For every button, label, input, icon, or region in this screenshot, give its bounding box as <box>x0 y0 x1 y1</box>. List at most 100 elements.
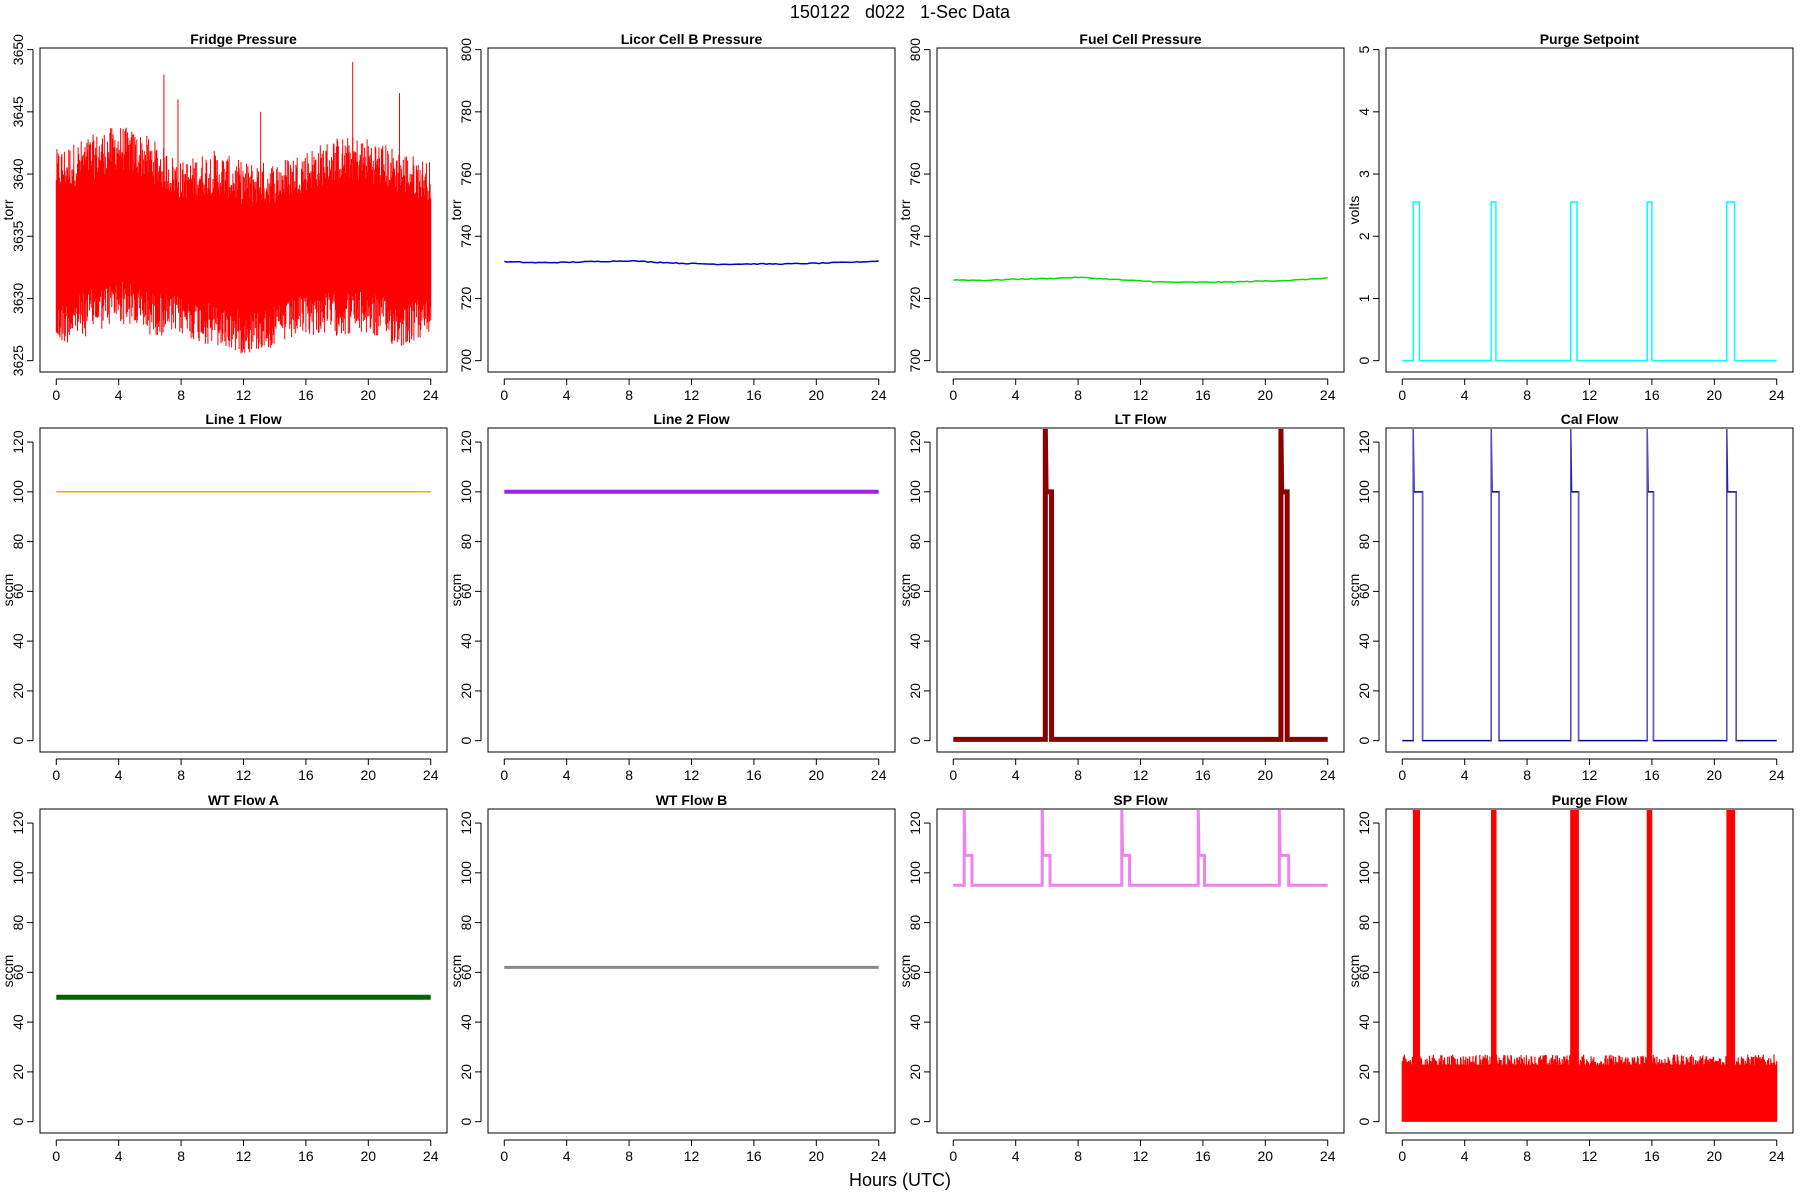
plot-frame <box>487 808 896 1134</box>
y-tick-label: 3650 <box>10 34 26 65</box>
x-tick-label: 16 <box>298 767 314 783</box>
x-tick-label: 16 <box>746 387 762 403</box>
chart-panel: Line 2 Flow sccm 0 4 8 12 16 20 24 0 20 40 60 80 100 12… <box>448 411 896 783</box>
y-tick-label: 20 <box>10 1064 26 1080</box>
y-tick-label: 20 <box>1356 1064 1372 1080</box>
y-tick-label: 700 <box>907 349 923 373</box>
x-axis: 0 4 8 12 16 20 24 <box>1398 378 1785 403</box>
x-tick-label: 4 <box>115 387 123 403</box>
x-tick-label: 16 <box>1195 387 1211 403</box>
x-tick-label: 4 <box>1012 387 1020 403</box>
x-tick-label: 12 <box>1133 387 1149 403</box>
x-tick-label: 16 <box>1644 1148 1660 1164</box>
y-axis-label: sccm <box>1346 955 1362 988</box>
y-tick-label: 780 <box>458 100 474 124</box>
y-tick-label: 20 <box>10 683 26 699</box>
x-axis: 0 4 8 12 16 20 24 <box>52 1139 439 1164</box>
x-tick-label: 16 <box>298 1148 314 1164</box>
x-tick-label: 24 <box>871 387 887 403</box>
x-tick-label: 20 <box>809 767 825 783</box>
plot-area <box>1402 428 1777 742</box>
x-axis: 0 4 8 12 16 20 24 <box>52 758 439 783</box>
x-tick-label: 20 <box>809 387 825 403</box>
x-tick-label: 8 <box>177 1148 185 1164</box>
x-tick-label: 24 <box>1320 387 1336 403</box>
y-tick-label: 80 <box>1356 534 1372 550</box>
y-tick-label: 100 <box>10 861 26 885</box>
y-tick-label: 80 <box>10 915 26 931</box>
y-tick-label: 20 <box>907 1064 923 1080</box>
y-tick-label: 720 <box>907 287 923 311</box>
y-tick-label: 60 <box>907 964 923 980</box>
x-tick-label: 24 <box>1769 387 1785 403</box>
x-tick-label: 8 <box>625 387 633 403</box>
y-axis-label: sccm <box>0 955 16 988</box>
y-tick-label: 80 <box>10 534 26 550</box>
x-tick-label: 0 <box>52 767 60 783</box>
x-tick-label: 0 <box>500 767 508 783</box>
x-tick-label: 16 <box>746 1148 762 1164</box>
page-title: 150122 d022 1-Sec Data <box>789 2 1011 22</box>
y-tick-label: 40 <box>10 1014 26 1030</box>
y-tick-label: 780 <box>907 100 923 124</box>
y-axis: 3625 3630 3635 3640 3645 3650 <box>10 34 34 376</box>
plot-area <box>504 260 879 266</box>
panel-title: Fridge Pressure <box>190 31 297 47</box>
y-tick-label: 740 <box>458 224 474 248</box>
x-axis: 0 4 8 12 16 20 24 <box>1398 758 1785 783</box>
y-tick-label: 720 <box>458 287 474 311</box>
x-tick-label: 16 <box>1644 387 1660 403</box>
y-tick-label: 40 <box>907 1014 923 1030</box>
x-tick-label: 20 <box>1258 1148 1274 1164</box>
panel-title: Cal Flow <box>1561 411 1619 427</box>
x-axis: 0 4 8 12 16 20 24 <box>500 758 887 783</box>
chart-panel: SP Flow sccm 0 4 8 12 16 20 24 0 20 40 60 80 100 120 <box>897 792 1345 1164</box>
series-band <box>1402 1064 1777 1122</box>
y-axis: 0 20 40 60 80 100 120 <box>1356 430 1380 745</box>
y-tick-label: 0 <box>1356 357 1372 365</box>
x-tick-label: 0 <box>500 1148 508 1164</box>
x-tick-label: 12 <box>1582 387 1598 403</box>
x-tick-label: 24 <box>1769 767 1785 783</box>
y-tick-label: 20 <box>458 1064 474 1080</box>
x-tick-label: 16 <box>1644 767 1660 783</box>
panel-title: WT Flow B <box>656 792 728 808</box>
y-axis-label: sccm <box>1346 574 1362 607</box>
x-tick-label: 4 <box>563 767 571 783</box>
x-axis: 0 4 8 12 16 20 24 <box>1398 1139 1785 1164</box>
y-tick-label: 0 <box>1356 737 1372 745</box>
y-tick-label: 40 <box>10 633 26 649</box>
y-tick-label: 20 <box>1356 683 1372 699</box>
y-axis: 700 720 740 760 780 800 <box>458 38 482 372</box>
y-axis: 0 20 40 60 80 100 120 <box>10 811 34 1126</box>
y-tick-label: 3645 <box>10 96 26 127</box>
y-tick-label: 3 <box>1356 170 1372 178</box>
x-tick-label: 4 <box>563 387 571 403</box>
x-tick-label: 16 <box>298 387 314 403</box>
plot-frame <box>39 808 448 1134</box>
plot-frame <box>1385 47 1794 373</box>
y-axis-label: volts <box>1346 196 1362 225</box>
y-tick-label: 20 <box>907 683 923 699</box>
y-tick-label: 100 <box>907 480 923 504</box>
y-tick-label: 0 <box>1356 1118 1372 1126</box>
y-tick-label: 0 <box>907 737 923 745</box>
x-tick-label: 0 <box>1398 387 1406 403</box>
x-tick-label: 20 <box>1258 767 1274 783</box>
x-tick-label: 12 <box>236 767 252 783</box>
y-tick-label: 120 <box>907 811 923 835</box>
y-tick-label: 760 <box>907 162 923 186</box>
y-tick-label: 60 <box>10 583 26 599</box>
x-tick-label: 8 <box>1074 387 1082 403</box>
x-tick-label: 12 <box>1133 767 1149 783</box>
x-tick-label: 20 <box>1707 387 1723 403</box>
chart-panel: Line 1 Flow sccm 0 4 8 12 16 20 24 0 20 40 60 80 100 12… <box>0 411 448 783</box>
series-line <box>1402 428 1777 742</box>
x-axis: 0 4 8 12 16 20 24 <box>500 1139 887 1164</box>
x-tick-label: 24 <box>423 387 439 403</box>
y-tick-label: 80 <box>1356 915 1372 931</box>
x-tick-label: 8 <box>1074 767 1082 783</box>
panel-title: Fuel Cell Pressure <box>1079 31 1201 47</box>
y-tick-label: 0 <box>10 737 26 745</box>
